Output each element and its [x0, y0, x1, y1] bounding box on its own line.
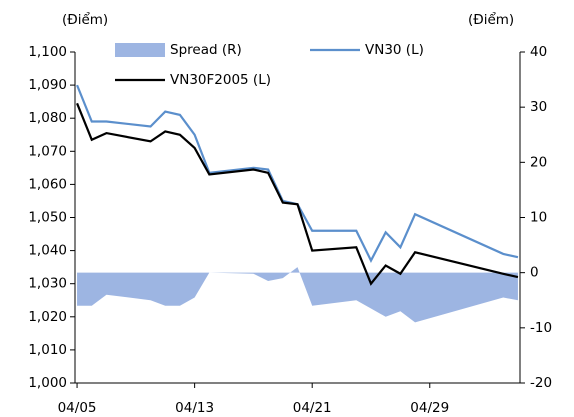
y-tick-label: 1,060 — [28, 176, 67, 192]
x-tick-label: 04/29 — [410, 400, 449, 416]
y2-tick-label: -20 — [530, 375, 552, 391]
legend-label: Spread (R) — [170, 42, 242, 58]
y2-tick-label: 40 — [530, 44, 547, 60]
y-tick-label: 1,020 — [28, 309, 67, 325]
y-tick-label: 1,080 — [28, 110, 67, 126]
y2-tick-label: 0 — [530, 265, 539, 281]
y-tick-label: 1,100 — [28, 44, 67, 60]
area — [77, 267, 518, 323]
y-tick-label: 1,010 — [28, 342, 67, 358]
y-tick-label: 1,090 — [28, 77, 67, 93]
x-tick-label: 04/05 — [58, 400, 97, 416]
y-tick-label: 1,050 — [28, 210, 67, 226]
legend-label: VN30 (L) — [365, 42, 424, 58]
y2-tick-label: 30 — [530, 99, 547, 115]
legend-label: VN30F2005 (L) — [170, 72, 271, 88]
line — [76, 84, 519, 263]
y2-tick-label: 20 — [530, 154, 547, 170]
x-tick-label: 04/13 — [175, 400, 214, 416]
line — [76, 102, 519, 286]
y-axis-label: (Điểm) — [62, 11, 108, 28]
y-tick-label: 1,030 — [28, 276, 67, 292]
x-tick-label: 04/21 — [293, 400, 332, 416]
y-tick-label: 1,000 — [28, 375, 67, 391]
y-tick-label: 1,040 — [28, 243, 67, 259]
legend-swatch — [115, 43, 165, 57]
y-tick-label: 1,070 — [28, 143, 67, 159]
y2-axis-label: (Điểm) — [468, 11, 514, 28]
y2-tick-label: 10 — [530, 210, 547, 226]
y2-tick-label: -10 — [530, 320, 552, 336]
